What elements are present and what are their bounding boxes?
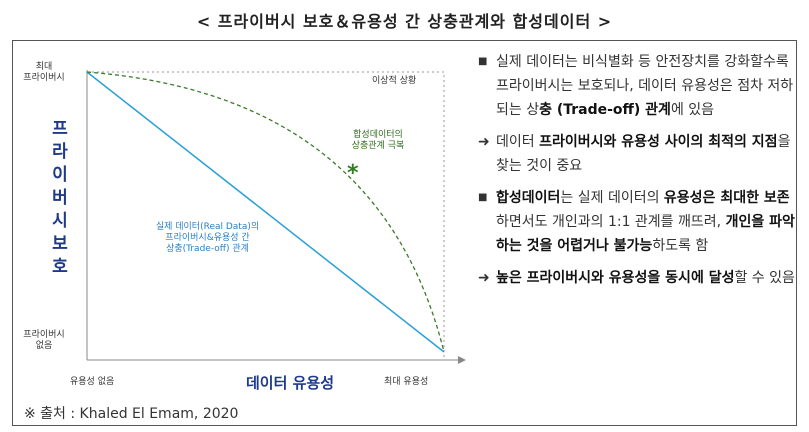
arrow-bullet-icon: ➜ <box>478 270 490 286</box>
content-frame <box>12 40 797 426</box>
square-bullet-icon: ■ <box>478 192 488 203</box>
source-note: ※ 출처 : Khaled El Emam, 2020 <box>24 406 239 422</box>
bullet-item: ➜ 높은 프라이버시와 유용성을 동시에 달성할 수 있음 <box>478 266 798 290</box>
y-axis-title: 프라이버시 보호 <box>52 119 68 277</box>
x-axis-arrow <box>458 356 466 364</box>
bullet-item: ■ 합성데이터는 실제 데이터의 유용성은 최대한 보존하면서도 개인과의 1:… <box>478 186 798 258</box>
x-max-label: 최대 유용성 <box>384 377 429 387</box>
y-bottom-label: 프라이버시 없음 <box>23 330 65 351</box>
ideal-corner <box>87 71 445 360</box>
real-data-label: 실제 데이터(Real Data)의 프라이버시&유용성 간 상충(Trade-… <box>155 222 260 254</box>
bullet-list: ■ 실제 데이터는 비식별화 등 안전장치를 강화할수록 프라이버시는 보호되나… <box>478 50 798 298</box>
x-axis-title: 데이터 유용성 <box>245 374 335 392</box>
synthetic-marker: * <box>347 161 359 186</box>
x-min-label: 유용성 없음 <box>70 377 115 387</box>
real-data-line <box>86 71 445 353</box>
synthetic-label: 합성데이터의 상충관계 극복 <box>351 130 405 151</box>
page-title: < 프라이버시 보호＆유용성 간 상충관계와 합성데이터 > <box>196 12 613 31</box>
ideal-label: 이상적 상황 <box>372 76 417 86</box>
bullet-item: ➜ 데이터 프라이버시와 유용성 사이의 최적의 지점을 찾는 것이 중요 <box>478 130 798 178</box>
arrow-bullet-icon: ➜ <box>478 134 490 150</box>
bullet-item: ■ 실제 데이터는 비식별화 등 안전장치를 강화할수록 프라이버시는 보호되나… <box>478 50 798 122</box>
synthetic-curve <box>86 71 445 353</box>
square-bullet-icon: ■ <box>478 56 488 67</box>
y-top-label: 최대 프라이버시 <box>23 62 65 83</box>
